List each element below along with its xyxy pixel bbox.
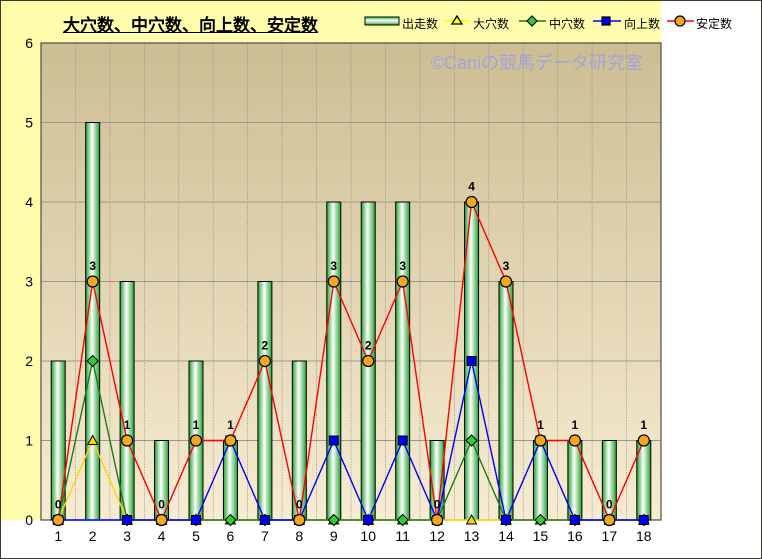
svg-text:4: 4 — [25, 194, 33, 210]
svg-text:3: 3 — [330, 259, 337, 273]
svg-text:11: 11 — [395, 528, 410, 544]
svg-text:3: 3 — [89, 259, 96, 273]
svg-text:1: 1 — [25, 433, 33, 449]
svg-text:1: 1 — [54, 528, 62, 544]
svg-text:15: 15 — [533, 528, 549, 544]
svg-text:12: 12 — [429, 528, 445, 544]
svg-text:2: 2 — [365, 339, 372, 353]
svg-text:10: 10 — [360, 528, 376, 544]
svg-text:1: 1 — [640, 418, 647, 432]
svg-text:0: 0 — [606, 498, 613, 512]
svg-text:3: 3 — [25, 274, 33, 290]
svg-text:1: 1 — [124, 418, 131, 432]
svg-text:1: 1 — [193, 418, 200, 432]
svg-text:3: 3 — [123, 528, 131, 544]
svg-text:3: 3 — [399, 259, 406, 273]
svg-text:5: 5 — [25, 115, 33, 131]
svg-text:9: 9 — [330, 528, 338, 544]
svg-text:7: 7 — [261, 528, 269, 544]
svg-text:1: 1 — [537, 418, 544, 432]
svg-text:2: 2 — [25, 353, 33, 369]
svg-text:18: 18 — [636, 528, 652, 544]
svg-text:17: 17 — [602, 528, 618, 544]
svg-text:4: 4 — [158, 528, 166, 544]
svg-text:©Caniの競馬データ研究室: ©Caniの競馬データ研究室 — [431, 53, 643, 73]
svg-text:1: 1 — [227, 418, 234, 432]
svg-text:1: 1 — [572, 418, 579, 432]
svg-text:0: 0 — [434, 498, 441, 512]
svg-text:3: 3 — [503, 259, 510, 273]
svg-text:0: 0 — [158, 498, 165, 512]
svg-text:6: 6 — [227, 528, 235, 544]
svg-text:2: 2 — [262, 339, 269, 353]
svg-text:8: 8 — [295, 528, 303, 544]
svg-text:14: 14 — [498, 528, 514, 544]
svg-text:2: 2 — [89, 528, 97, 544]
svg-text:0: 0 — [25, 512, 33, 528]
svg-text:0: 0 — [296, 498, 303, 512]
svg-text:4: 4 — [468, 180, 475, 194]
svg-text:16: 16 — [567, 528, 583, 544]
svg-text:13: 13 — [464, 528, 480, 544]
svg-text:5: 5 — [192, 528, 200, 544]
svg-text:6: 6 — [25, 35, 33, 51]
svg-text:0: 0 — [55, 498, 62, 512]
